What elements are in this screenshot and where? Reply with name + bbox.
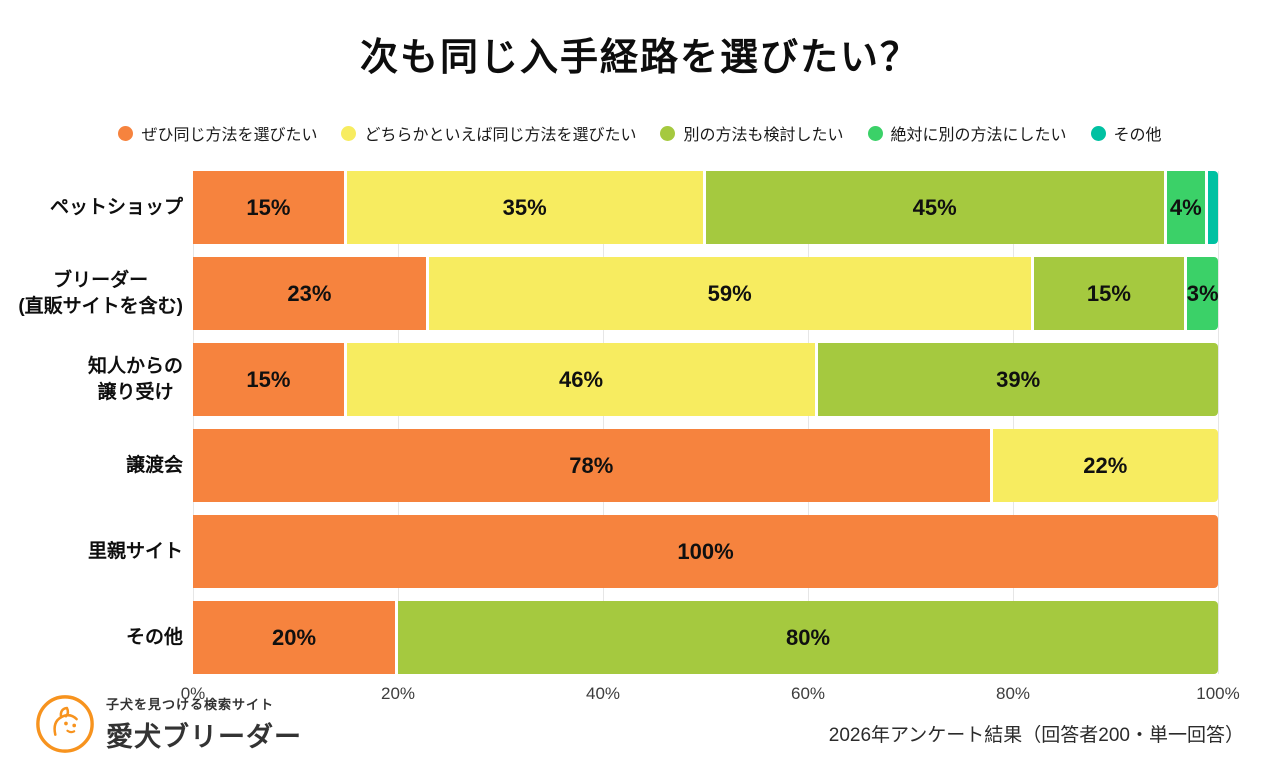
gridline — [808, 171, 809, 674]
category-label: 知人からの 譲り受け — [87, 355, 183, 403]
bar-segment-label: 80% — [785, 624, 831, 650]
category-label: 譲渡会 — [125, 454, 183, 476]
x-axis-tick: 100% — [1196, 684, 1240, 703]
chart-row: 里親サイト 100% — [0, 515, 1218, 588]
category-label: ブリーダー (直販サイトを含む) — [18, 269, 183, 317]
chart-row: 知人からの 譲り受け 15% 46% 39% — [0, 343, 1218, 416]
category-label: その他 — [125, 626, 183, 648]
stacked-bar: 100% — [193, 515, 1218, 588]
survey-source-note: 2026年アンケート結果（回答者200・単一回答） — [828, 725, 1244, 746]
bar-segment: 100% — [193, 515, 1218, 588]
stacked-bar: 23% 59% 15% 3% — [193, 257, 1218, 330]
gridline — [398, 171, 399, 674]
legend-dot-icon — [118, 125, 134, 141]
brand-logo: 子犬を見つける検索サイト 愛犬ブリーダー — [34, 693, 302, 755]
bar-segment-label: 39% — [996, 366, 1041, 392]
bar-segment: 45% — [705, 171, 1167, 244]
chart-row: その他 20% 80% — [0, 601, 1218, 674]
legend-dot-icon — [1090, 125, 1106, 141]
bar-segment: 78% — [193, 429, 993, 502]
legend: ぜひ同じ方法を選びたい どちらかといえば同じ方法を選びたい 別の方法も検討したい 絶対… — [0, 121, 1280, 145]
bar-segment: 22% — [992, 429, 1218, 502]
chart-row: 譲渡会 78% 22% — [0, 429, 1218, 502]
legend-label: その他 — [1113, 127, 1162, 144]
bar-segment: 23% — [193, 257, 429, 330]
x-axis-tick: 40% — [585, 684, 621, 703]
legend-item: 絶対に別の方法にしたい — [867, 121, 1067, 145]
gridline — [1218, 171, 1219, 674]
bar-segment: 20% — [193, 601, 398, 674]
stacked-bar: 20% 80% — [193, 601, 1218, 674]
bar-segment-label: 3% — [1186, 280, 1218, 306]
stacked-bar: 78% 22% — [193, 429, 1218, 502]
legend-label: 別の方法も検討したい — [683, 127, 844, 144]
gridline — [603, 171, 604, 674]
bar-segment: 35% — [346, 171, 706, 244]
bar-segment: 46% — [346, 343, 819, 416]
bar-segment-label: 45% — [912, 194, 957, 220]
category-label: ペットショップ — [49, 196, 183, 218]
bar-segment: 59% — [428, 257, 1034, 330]
bar-segment-label: 46% — [558, 366, 604, 392]
bar-segment: 3% — [1187, 257, 1218, 330]
legend-label: ぜひ同じ方法を選びたい — [141, 127, 318, 144]
page-title: 次も同じ入手経路を選びたい？ — [359, 37, 920, 79]
dog-logo-icon — [34, 693, 96, 755]
bar-segment-label: 15% — [246, 194, 291, 220]
x-axis-tick: 60% — [790, 684, 826, 703]
bar-segment: 15% — [193, 171, 347, 244]
chart-gridlines — [193, 171, 1219, 674]
category-label: 里親サイト — [87, 540, 183, 562]
stacked-bar: 15% 35% 45% 4% — [193, 171, 1218, 244]
legend-label: 絶対に別の方法にしたい — [890, 127, 1067, 144]
chart-row: ペットショップ 15% 35% 45% 4% — [0, 171, 1218, 244]
chart-rows: ペットショップ 15% 35% 45% 4% ブリーダー (直販サイトを含む) 23% 59% 1… — [0, 171, 1280, 674]
footer: 子犬を見つける検索サイト 愛犬ブリーダー 2026年アンケート結果（回答者200… — [34, 693, 1244, 755]
bar-segment-label: 23% — [287, 280, 332, 306]
legend-dot-icon — [660, 125, 676, 141]
bar-segment-label: 35% — [502, 194, 547, 220]
legend-item: どちらかといえば同じ方法を選びたい — [341, 121, 636, 145]
brand-tagline: 子犬を見つける検索サイト — [106, 697, 275, 712]
gridline — [193, 171, 194, 674]
bar-segment-label: 15% — [246, 366, 291, 392]
x-axis-tick: 80% — [995, 684, 1031, 703]
bar-segment-label: 78% — [569, 452, 614, 478]
brand-text: 子犬を見つける検索サイト 愛犬ブリーダー — [106, 694, 302, 754]
stacked-bar: 15% 46% 39% — [193, 343, 1218, 416]
legend-label: どちらかといえば同じ方法を選びたい — [364, 127, 637, 144]
legend-item: 別の方法も検討したい — [660, 121, 844, 145]
bar-segment: 15% — [193, 343, 347, 416]
bar-segment-label: 20% — [271, 624, 317, 650]
legend-item: その他 — [1090, 121, 1162, 145]
x-axis-tick: 20% — [380, 684, 416, 703]
bar-segment: 15% — [1033, 257, 1188, 330]
legend-dot-icon — [867, 125, 883, 141]
x-axis: 0% 20% 40% 60% 80% 100% — [181, 682, 1240, 706]
bar-segment: 80% — [398, 601, 1218, 674]
gridline — [1013, 171, 1014, 674]
bar-segment: 4% — [1166, 171, 1208, 244]
bar-segment: 39% — [818, 343, 1218, 416]
bar-segment-label: 4% — [1169, 194, 1202, 220]
bar-segment-label: 22% — [1083, 452, 1128, 478]
brand-name: 愛犬ブリーダー — [106, 722, 302, 752]
bar-segment-label: 100% — [677, 538, 734, 564]
legend-item: ぜひ同じ方法を選びたい — [118, 121, 317, 145]
bar-segment-label: 59% — [707, 280, 752, 306]
stacked-bar-chart: ペットショップ 15% 35% 45% 4% ブリーダー (直販サイトを含む) 23% 59% 1… — [0, 171, 1280, 706]
bar-segment-label: 15% — [1086, 280, 1131, 306]
x-axis-tick: 0% — [180, 684, 206, 703]
bar-segment — [1207, 171, 1218, 244]
legend-dot-icon — [341, 125, 357, 141]
chart-row: ブリーダー (直販サイトを含む) 23% 59% 15% 3% — [0, 257, 1218, 330]
